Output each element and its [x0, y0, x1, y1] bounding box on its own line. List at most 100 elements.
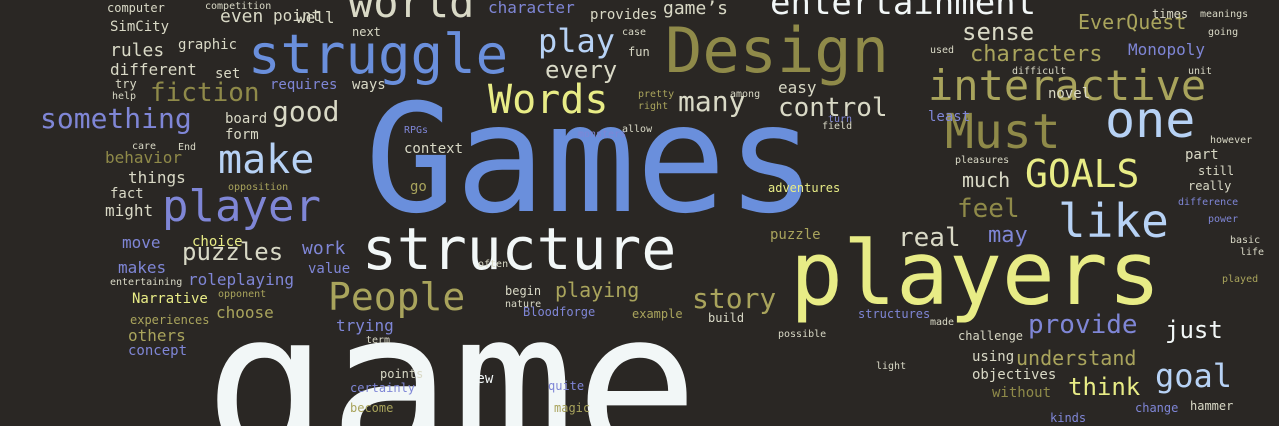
word-game: game	[205, 268, 699, 426]
word-just: just	[1165, 316, 1223, 344]
word-novel: novel	[1048, 86, 1091, 102]
word-pleasures: pleasures	[955, 155, 1010, 166]
word-life: life	[1240, 247, 1265, 258]
word-ways: ways	[352, 77, 386, 93]
word-goal: goal	[1155, 357, 1233, 395]
word-must: Must	[945, 104, 1061, 160]
word-times: times	[1152, 7, 1189, 21]
word-field: field	[822, 121, 853, 132]
word-go: go	[410, 179, 427, 195]
word-rules: rules	[110, 40, 165, 61]
word-games: Games	[365, 73, 817, 247]
word-work: work	[302, 238, 346, 259]
word-form: form	[225, 127, 259, 143]
word-really: really	[1188, 179, 1232, 193]
word-quite: quite	[548, 379, 585, 393]
word-used: used	[930, 45, 955, 56]
word-among: among	[730, 89, 761, 100]
word-every: every	[545, 56, 618, 84]
word-difference: difference	[1178, 197, 1239, 208]
word-difficult: difficult	[1012, 66, 1067, 77]
word-things: things	[128, 168, 186, 187]
word-make: make	[218, 137, 315, 183]
word-structure: structure	[362, 215, 677, 283]
word-try: try	[115, 77, 137, 91]
word-entertainment: entertainment	[770, 0, 1037, 23]
word-words: Words	[488, 77, 609, 123]
word-players: players	[790, 222, 1161, 325]
word-game-s: game’s	[663, 0, 729, 19]
word-going: going	[1208, 27, 1239, 38]
word-think: think	[1068, 373, 1141, 401]
word-well: well	[296, 8, 335, 27]
word-people: People	[328, 275, 466, 319]
word-adventures: adventures	[768, 181, 841, 195]
word-feel: feel	[957, 194, 1020, 224]
word-requires: requires	[270, 77, 338, 93]
word-graphic: graphic	[178, 37, 238, 53]
word-bloodforge: Bloodforge	[523, 305, 596, 319]
word-provides: provides	[590, 7, 658, 23]
word-choice: choice	[192, 234, 243, 250]
word-structures: structures	[858, 307, 931, 321]
word-entertaining: entertaining	[110, 277, 183, 288]
word-design: Design	[665, 14, 889, 87]
word-set: set	[215, 66, 241, 82]
word-without: without	[992, 385, 1052, 401]
word-hammer: hammer	[1190, 399, 1234, 413]
word-unit: unit	[1188, 66, 1213, 77]
word-monsters: monsters	[578, 129, 627, 140]
word-puzzles: puzzles	[182, 238, 284, 266]
word-begin: begin	[505, 284, 542, 298]
word-control: control	[778, 93, 888, 123]
word-trying: trying	[336, 316, 394, 335]
word-something: something	[40, 102, 192, 135]
word-roleplaying: roleplaying	[188, 270, 294, 289]
word-simcity: SimCity	[110, 19, 170, 35]
word-right: right	[638, 101, 669, 112]
word-end: End	[178, 142, 197, 153]
word-different: different	[110, 60, 197, 79]
word-fiction: fiction	[150, 78, 260, 108]
word-new: New	[468, 371, 494, 387]
word-easy: easy	[778, 78, 817, 97]
word-even: even	[220, 6, 264, 27]
word-rpgs: RPGs	[404, 125, 429, 136]
word-points: points	[380, 367, 424, 381]
word-player: player	[162, 181, 321, 232]
word-playing: playing	[555, 278, 640, 302]
word-certainly: certainly	[350, 381, 416, 395]
word-experiences: experiences	[130, 313, 210, 327]
word-light: light	[876, 361, 907, 372]
word-still: still	[1198, 164, 1235, 178]
word-care: care	[132, 141, 157, 152]
word-might: might	[105, 201, 154, 220]
word-puzzle: puzzle	[770, 227, 821, 243]
word-allow: allow	[622, 124, 653, 135]
word-goals: GOALS	[1025, 152, 1140, 196]
word-challenge: challenge	[958, 329, 1024, 343]
word-pretty: pretty	[638, 89, 675, 100]
word-may: may	[988, 223, 1028, 248]
word-point: point	[273, 6, 322, 25]
word-move: move	[122, 233, 161, 252]
word-like: like	[1058, 194, 1169, 248]
word-board: board	[225, 111, 268, 127]
word-least: least	[928, 109, 971, 125]
word-fun: fun	[628, 45, 650, 59]
word-narrative: Narrative	[132, 291, 208, 307]
word-nature: nature	[505, 299, 542, 310]
word-case: case	[622, 27, 647, 38]
word-computer: computer	[107, 1, 165, 15]
word-much: much	[962, 168, 1011, 192]
word-makes: makes	[118, 258, 167, 277]
word-play: play	[538, 22, 616, 60]
word-however: however	[1210, 135, 1253, 146]
word-term: term	[366, 335, 391, 346]
word-often: often	[478, 259, 509, 270]
word-power: power	[1208, 214, 1239, 225]
word-opposition: opposition	[228, 182, 289, 193]
word-world: world	[348, 0, 475, 27]
word-interactive: interactive	[928, 61, 1207, 110]
